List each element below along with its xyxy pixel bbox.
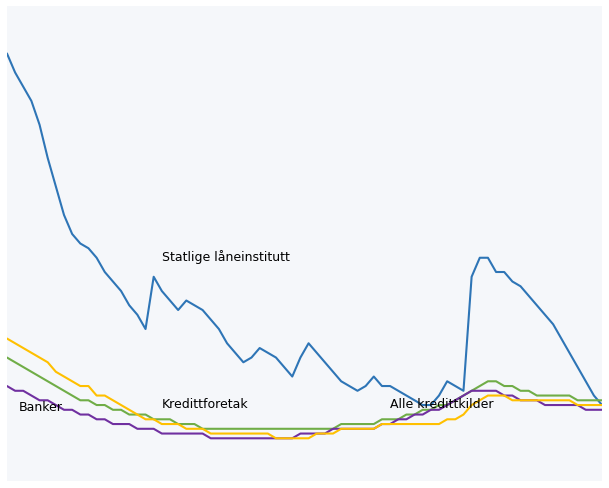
Text: Alle kredittkilder: Alle kredittkilder: [390, 397, 494, 410]
Text: Statlige låneinstitutt: Statlige låneinstitutt: [162, 249, 290, 263]
Text: Banker: Banker: [19, 401, 63, 413]
Text: Kredittforetak: Kredittforetak: [162, 397, 248, 410]
